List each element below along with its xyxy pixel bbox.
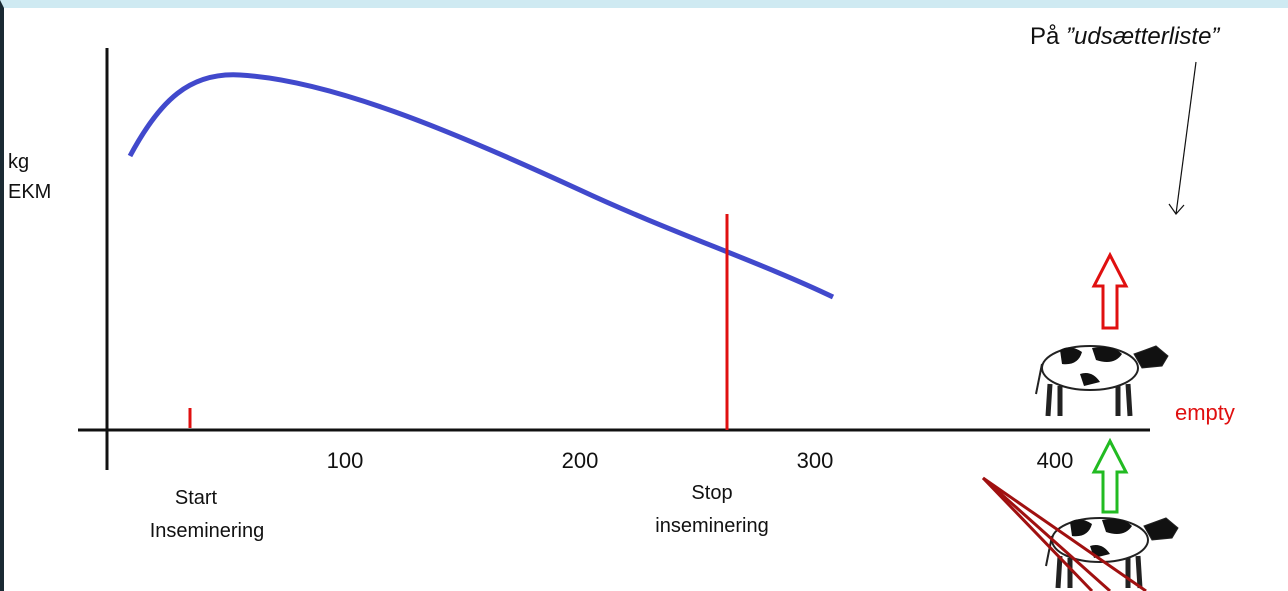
y-label: kg bbox=[8, 151, 29, 173]
x-tick-label: 100 bbox=[327, 448, 364, 473]
y-label: EKM bbox=[8, 181, 51, 203]
x-tick-label: 300 bbox=[797, 448, 834, 473]
pointer-arrow-head bbox=[1168, 203, 1185, 215]
up-arrow-red bbox=[1091, 251, 1129, 330]
annotation: På ”udsætterliste” bbox=[1030, 23, 1220, 50]
annotation-text: ”udsætterliste” bbox=[1066, 23, 1220, 50]
x-tick-label: 200 bbox=[562, 448, 599, 473]
annotation: inseminering bbox=[655, 515, 768, 537]
pointer-arrow bbox=[1175, 61, 1197, 215]
up-arrow-green bbox=[1091, 437, 1129, 514]
annotation: Inseminering bbox=[150, 520, 265, 542]
cross-out bbox=[981, 476, 1147, 591]
annotation: empty bbox=[1175, 400, 1235, 425]
x-tick-label: 400 bbox=[1037, 448, 1074, 473]
annotation: Stop bbox=[691, 482, 732, 504]
cow-icon bbox=[1036, 346, 1168, 416]
lactation-curve bbox=[127, 72, 835, 300]
annotation: Start bbox=[175, 487, 218, 509]
annotation-text: På bbox=[1030, 23, 1066, 50]
